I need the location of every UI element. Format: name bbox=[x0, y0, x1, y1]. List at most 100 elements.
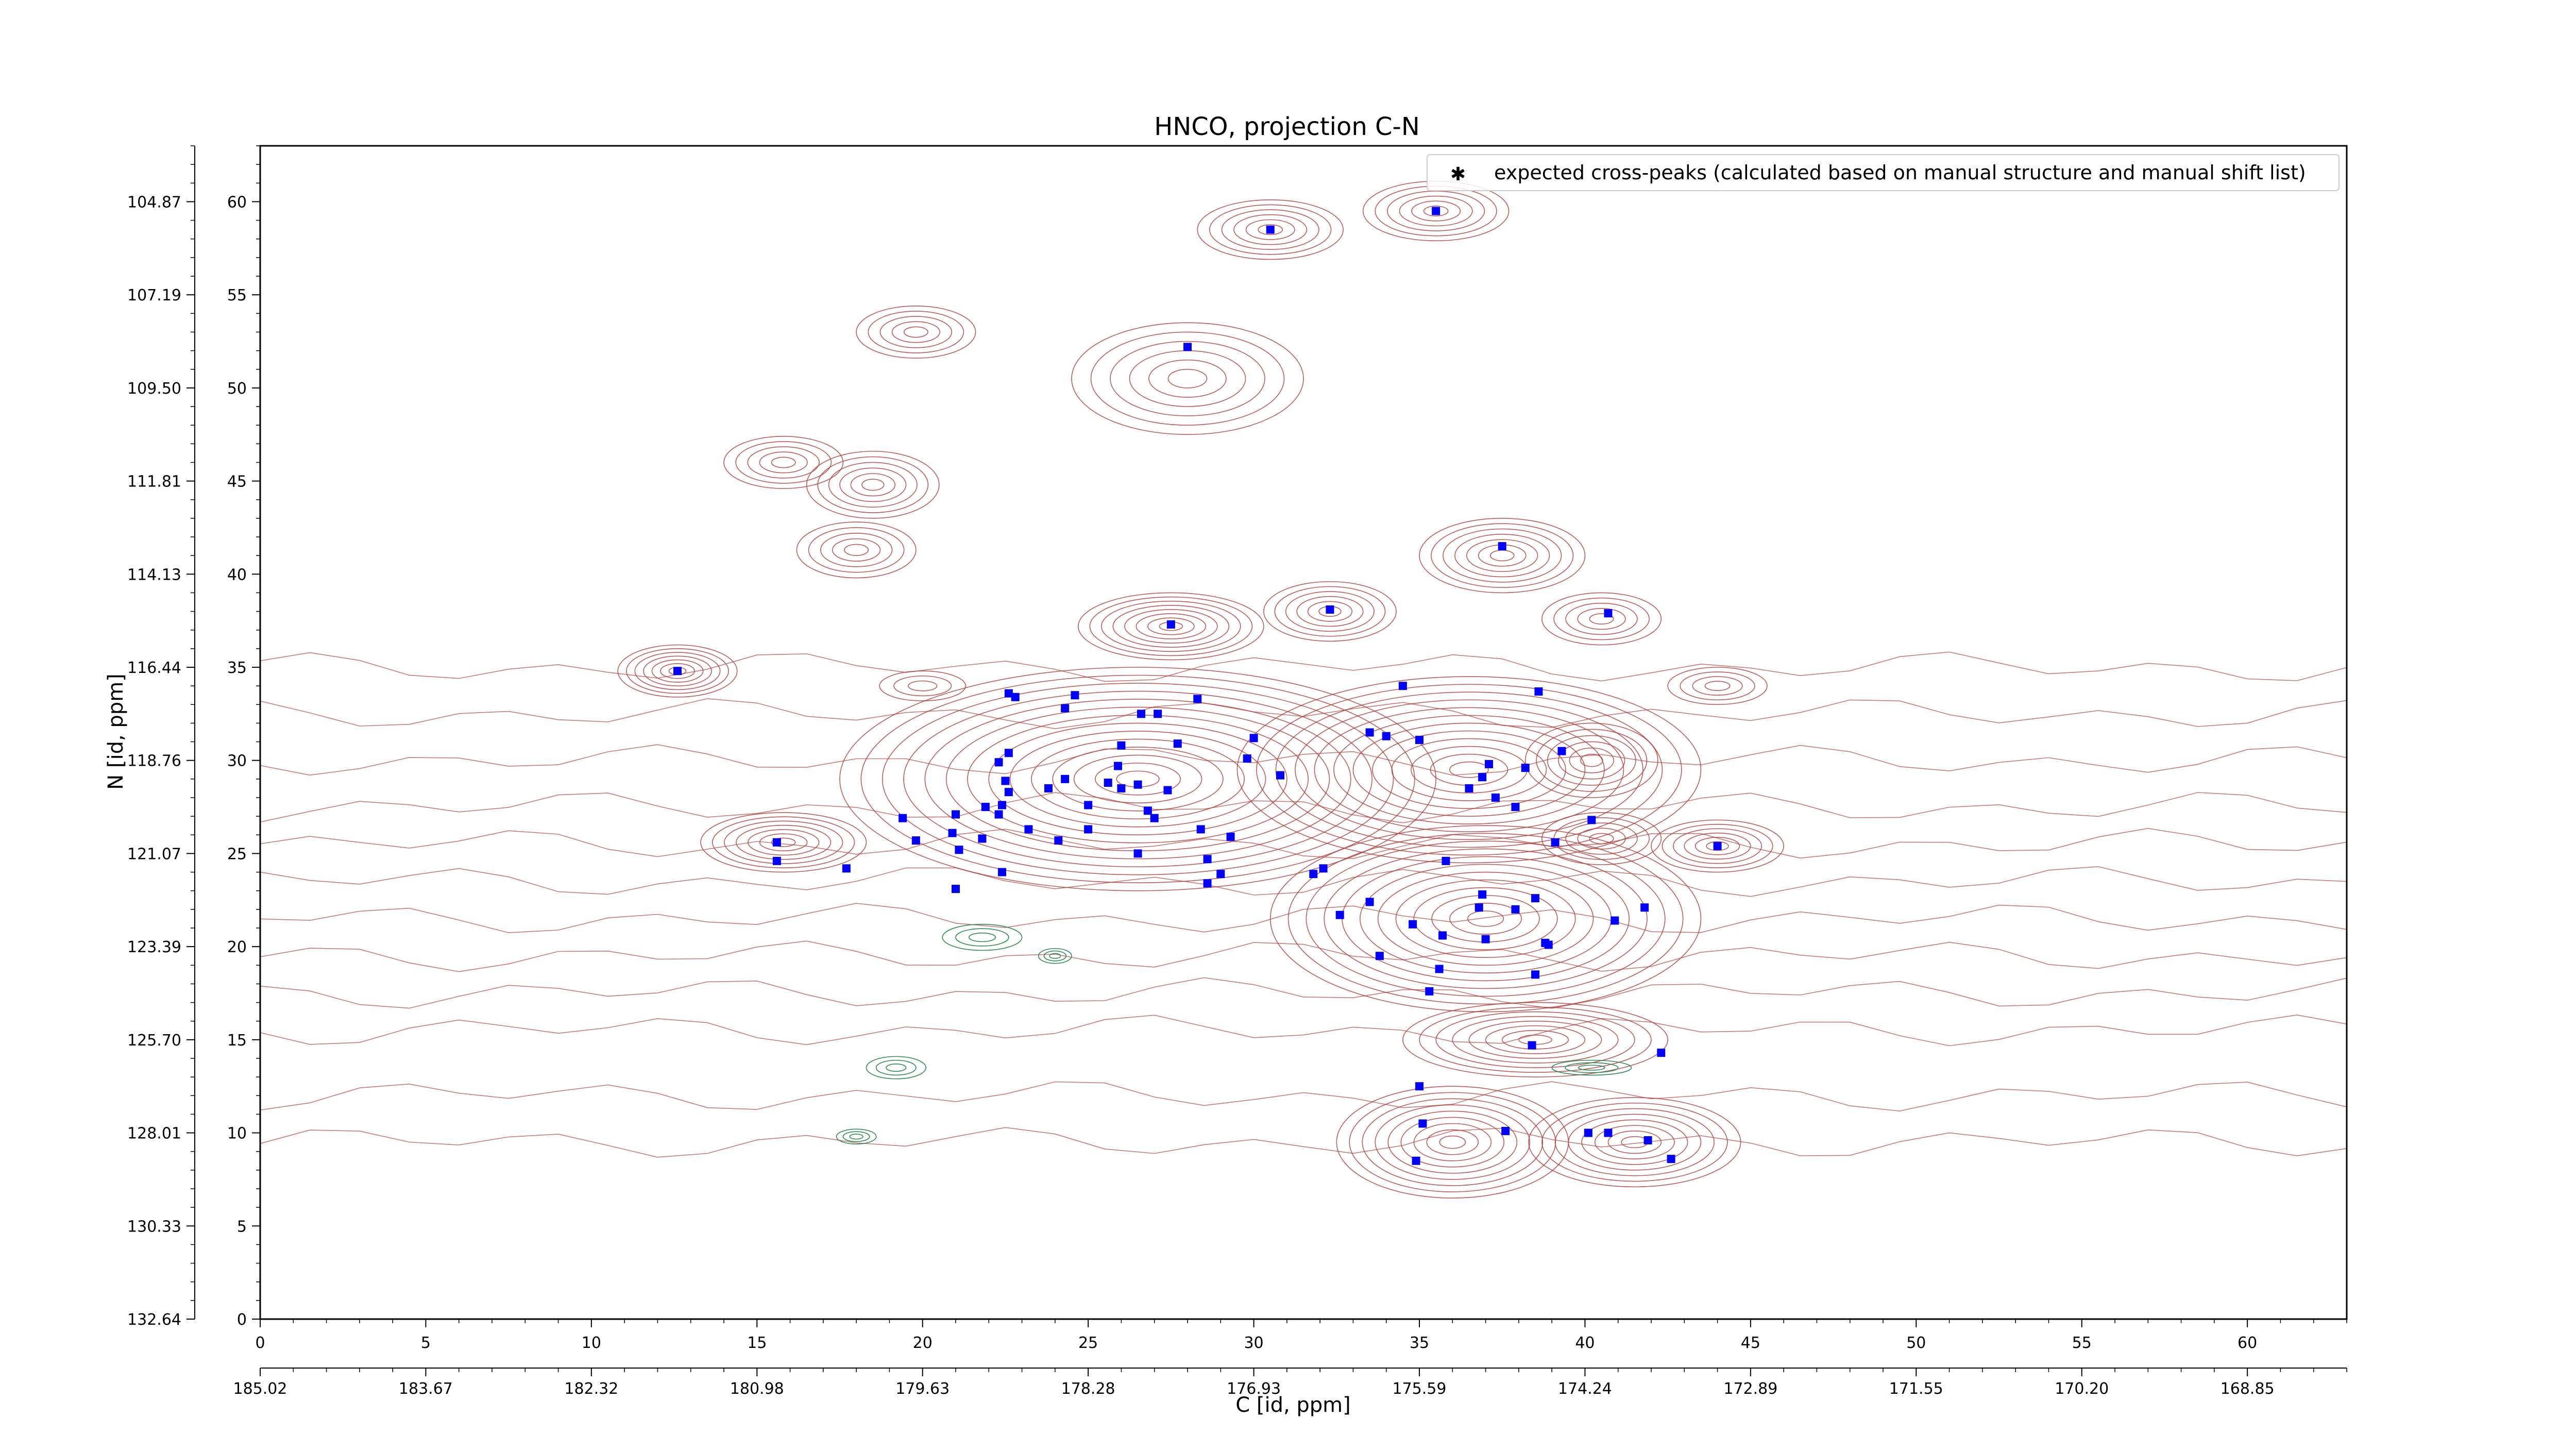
contour-line bbox=[1399, 195, 1473, 227]
cross-peak-marker bbox=[1425, 987, 1434, 996]
cross-peak-marker bbox=[1133, 849, 1142, 858]
secondary-x-tick-label: 180.98 bbox=[730, 1380, 784, 1398]
cross-peak-marker bbox=[1266, 225, 1275, 234]
contour-line bbox=[260, 903, 2347, 933]
cross-peak-marker bbox=[772, 838, 781, 847]
contour-line bbox=[817, 456, 929, 513]
secondary-y-tick-label: 130.33 bbox=[127, 1218, 181, 1236]
cross-peak-marker bbox=[1478, 773, 1487, 782]
cross-peak-marker bbox=[1154, 710, 1162, 718]
contour-line bbox=[1295, 699, 1643, 840]
cross-peak-marker bbox=[955, 846, 963, 854]
secondary-y-tick-label: 109.50 bbox=[127, 380, 181, 398]
contour-line bbox=[260, 1014, 2347, 1047]
contour-line bbox=[712, 816, 855, 869]
contour-line bbox=[1372, 730, 1566, 809]
chart-title: HNCO, projection C-N bbox=[1154, 112, 1420, 141]
contour-line bbox=[771, 837, 796, 847]
y-tick-label: 55 bbox=[227, 286, 247, 305]
y-tick-label: 10 bbox=[227, 1125, 247, 1143]
cross-peak-marker bbox=[1061, 774, 1070, 783]
negative-contour-line bbox=[1038, 948, 1072, 964]
y-axis-label: N [id, ppm] bbox=[104, 673, 128, 790]
legend-box bbox=[1427, 154, 2340, 191]
cross-peak-marker bbox=[952, 810, 960, 819]
contour-line bbox=[1352, 722, 1586, 817]
contour-line bbox=[1547, 735, 1636, 786]
cross-peak-marker bbox=[1640, 903, 1649, 912]
cross-peak-marker bbox=[1412, 1156, 1420, 1165]
cross-peak-marker bbox=[911, 836, 920, 845]
cross-peak-marker bbox=[1001, 777, 1010, 785]
x-tick-label: 25 bbox=[1078, 1334, 1098, 1352]
contour-line bbox=[1680, 671, 1755, 701]
cross-peak-marker bbox=[899, 814, 907, 822]
cross-peak-marker bbox=[1084, 801, 1093, 809]
contour-line bbox=[1375, 1104, 1531, 1180]
cross-peak-marker bbox=[1375, 952, 1384, 960]
cross-peak-marker bbox=[1226, 832, 1235, 841]
cross-peak-marker bbox=[1335, 910, 1344, 919]
cross-peak-marker bbox=[1415, 1082, 1423, 1091]
contour-line bbox=[1221, 209, 1319, 250]
contour-line bbox=[1287, 833, 1684, 1005]
cross-peak-marker bbox=[1611, 916, 1619, 925]
y-tick-label: 35 bbox=[227, 659, 247, 677]
contour-line bbox=[868, 311, 964, 353]
cross-peak-marker bbox=[1604, 609, 1613, 618]
cross-peak-marker bbox=[1643, 1136, 1652, 1145]
negative-contour-line bbox=[1049, 953, 1061, 959]
secondary-x-tick-label: 179.63 bbox=[895, 1380, 950, 1398]
cross-peak-marker bbox=[1319, 864, 1328, 873]
secondary-x-tick-label: 175.59 bbox=[1393, 1380, 1447, 1398]
x-tick-label: 30 bbox=[1244, 1334, 1263, 1352]
contour-line bbox=[882, 683, 1394, 875]
cross-peak-marker bbox=[1243, 754, 1251, 763]
contour-line bbox=[1684, 832, 1751, 860]
contour-line bbox=[1651, 819, 1784, 873]
contour-line bbox=[1209, 204, 1332, 255]
cross-peak-marker bbox=[998, 801, 1006, 809]
y-tick-label: 25 bbox=[227, 845, 247, 863]
x-axis: 0 5 10 15 20 25 30 35 40 45 50 55 60 bbox=[255, 1319, 2347, 1352]
plot-frame bbox=[259, 145, 2348, 1320]
cross-peak-marker bbox=[1173, 739, 1182, 748]
contour-line bbox=[861, 479, 885, 491]
x-tick-label: 15 bbox=[747, 1334, 767, 1352]
y-tick-label: 0 bbox=[237, 1311, 247, 1329]
contour-line bbox=[1090, 331, 1285, 426]
secondary-x-tick-label: 168.85 bbox=[2221, 1380, 2275, 1398]
y-tick-label: 50 bbox=[227, 380, 247, 398]
contour-line bbox=[839, 467, 907, 502]
secondary-y-tick-label: 121.07 bbox=[127, 845, 181, 863]
secondary-x-tick-label: 182.32 bbox=[564, 1380, 618, 1398]
contour-line bbox=[893, 676, 952, 697]
cross-peak-marker bbox=[842, 864, 851, 873]
cross-peak-marker bbox=[1415, 735, 1423, 744]
cross-peak-marker bbox=[1024, 825, 1033, 834]
x-tick-label: 0 bbox=[255, 1334, 265, 1352]
secondary-y-tick-label: 128.01 bbox=[127, 1125, 181, 1143]
contour-line bbox=[1377, 871, 1594, 966]
contour-line bbox=[1073, 754, 1202, 804]
contour-line bbox=[856, 306, 976, 359]
cross-peak-marker bbox=[1398, 682, 1407, 690]
y-axis: 0 5 10 15 20 25 30 35 40 45 50 55 60 bbox=[227, 145, 260, 1329]
cross-peak-marker bbox=[1104, 779, 1112, 787]
y-tick-label: 40 bbox=[227, 566, 247, 584]
contour-line bbox=[634, 652, 721, 690]
cross-peak-marker bbox=[948, 829, 957, 837]
cross-peak-marker bbox=[1657, 1049, 1666, 1057]
contour-line bbox=[260, 940, 2347, 972]
cross-peak-marker bbox=[1061, 704, 1070, 713]
contour-line bbox=[1391, 738, 1547, 801]
negative-contour-line bbox=[968, 932, 996, 942]
contour-line bbox=[844, 544, 869, 556]
cross-peak-marker bbox=[1150, 814, 1159, 822]
cross-peak-marker bbox=[1587, 816, 1596, 824]
contour-line bbox=[1468, 1020, 1602, 1059]
contour-line bbox=[260, 744, 2347, 776]
